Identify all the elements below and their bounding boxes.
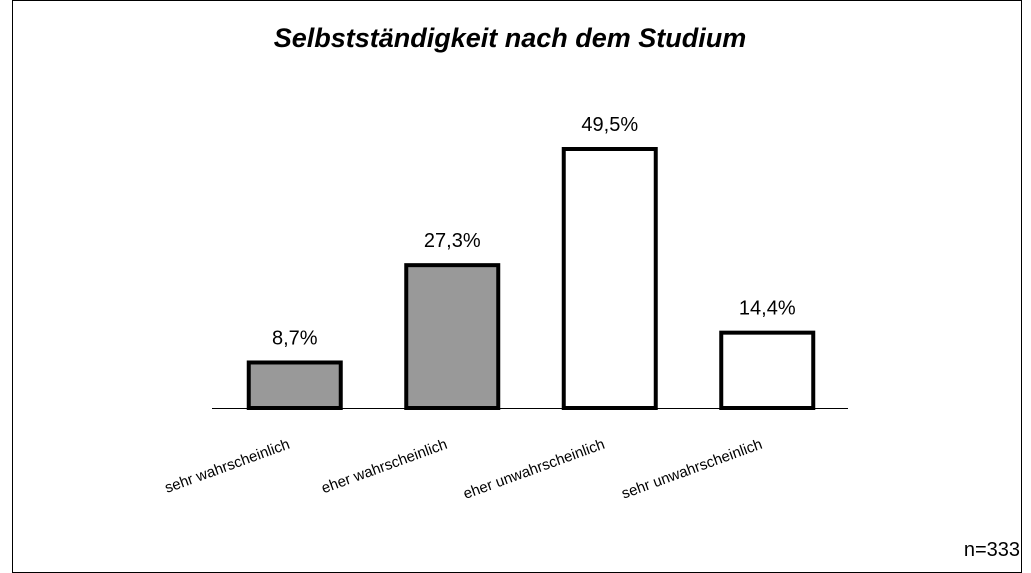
chart-frame bbox=[12, 0, 1022, 573]
bar bbox=[404, 263, 501, 410]
bar bbox=[719, 330, 816, 410]
annotation: n=333 bbox=[964, 539, 1020, 561]
value-label: 49,5% bbox=[581, 114, 638, 136]
value-label: 27,3% bbox=[424, 230, 481, 252]
value-label: 8,7% bbox=[272, 327, 318, 349]
bar bbox=[246, 360, 343, 411]
bar bbox=[561, 147, 658, 410]
chart-title: Selbstständigkeit nach dem Studium bbox=[274, 23, 747, 53]
value-label: 14,4% bbox=[739, 298, 796, 320]
